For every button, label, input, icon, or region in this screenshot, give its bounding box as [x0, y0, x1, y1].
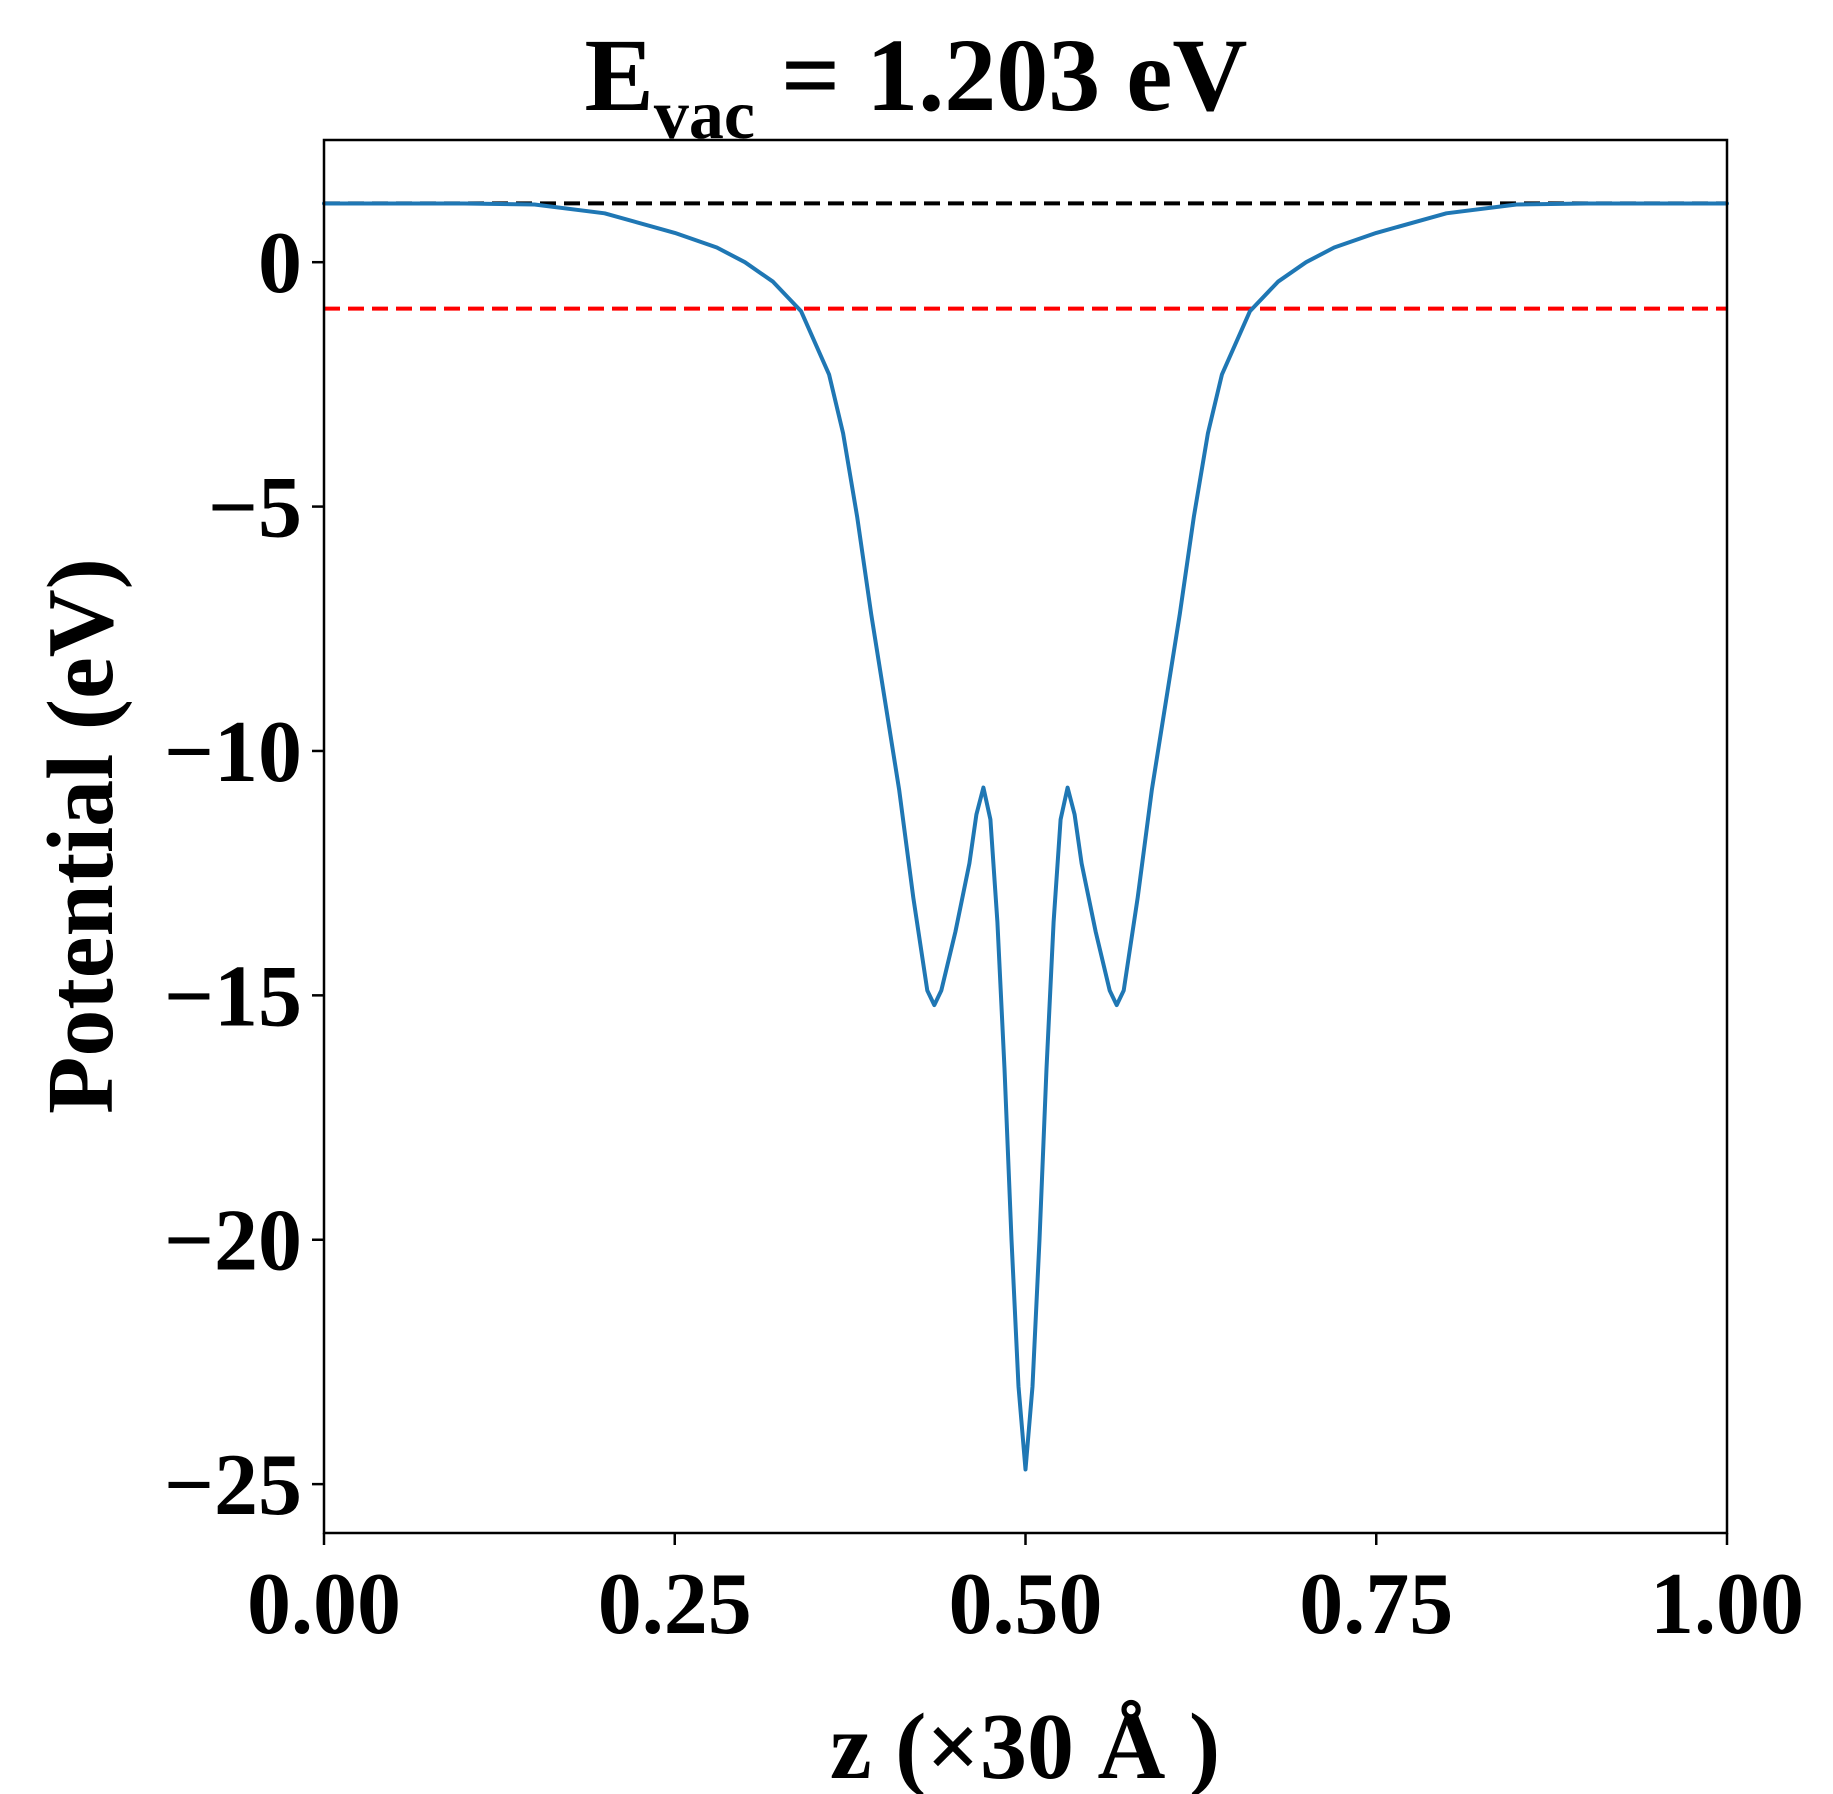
chart-title-subscript: vac — [654, 77, 755, 154]
y-tick-label: −25 — [164, 1437, 302, 1534]
plot-frame — [322, 138, 1729, 1535]
reference-lines — [324, 201, 1727, 311]
y-tick-label: −10 — [164, 704, 302, 801]
y-tick-label: −15 — [164, 948, 302, 1045]
y-axis-ticks: 0 −5 −10 −15 −20 −25 — [164, 215, 324, 1534]
x-axis-ticks: 0.00 0.25 0.50 0.75 1.00 — [247, 1533, 1804, 1653]
x-tick-label: 1.00 — [1650, 1556, 1804, 1653]
chart-title-main: E — [585, 18, 654, 133]
x-tick-label: 0.75 — [1299, 1556, 1453, 1653]
y-tick-label: 0 — [258, 215, 302, 312]
series-group — [322, 201, 1729, 1472]
x-tick-label: 0.25 — [598, 1556, 752, 1653]
series-line-0 — [322, 201, 1729, 1472]
chart-title: Evac = 1.203 eV — [585, 18, 1248, 154]
y-axis-label: Potential (eV) — [29, 558, 133, 1114]
y-tick-label: −5 — [208, 460, 302, 557]
y-tick-label: −20 — [164, 1193, 302, 1290]
x-axis-label: z (×30 Å ) — [830, 1695, 1220, 1794]
chart-title-rest: = 1.203 eV — [755, 18, 1248, 133]
x-tick-label: 0.50 — [949, 1556, 1103, 1653]
x-tick-label: 0.00 — [247, 1556, 401, 1653]
